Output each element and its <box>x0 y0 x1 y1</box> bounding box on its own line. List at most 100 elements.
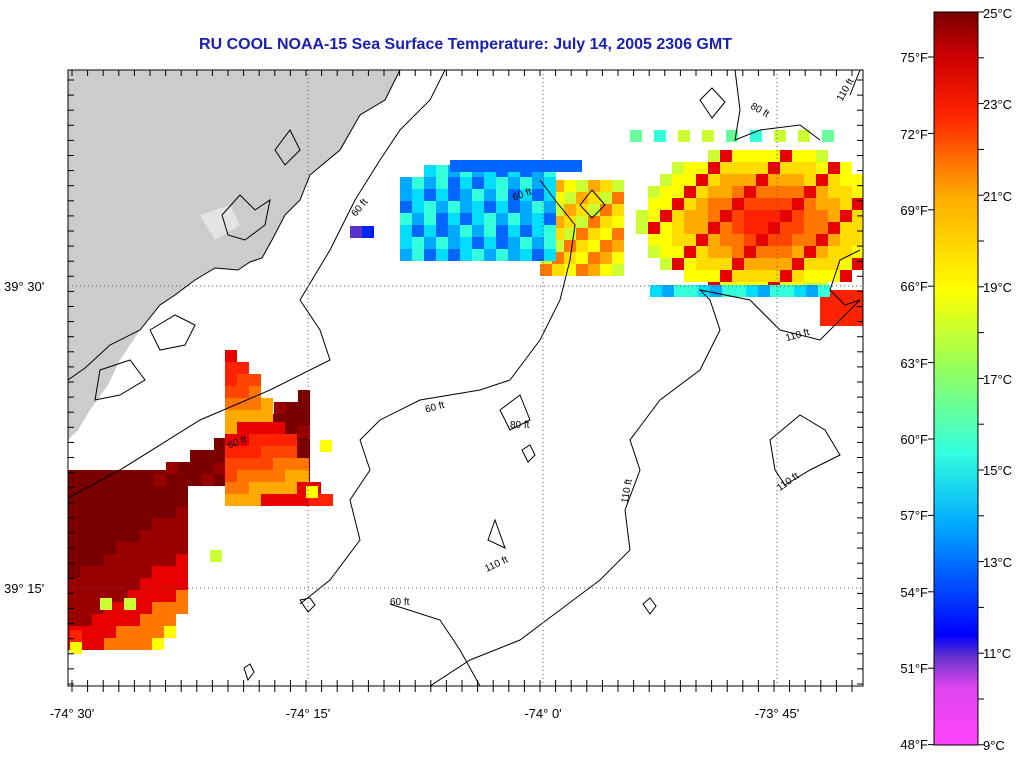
sst-pixel <box>768 162 780 174</box>
sst-pixel <box>520 237 532 249</box>
sst-pixel <box>710 285 722 297</box>
sst-pixel <box>780 210 792 222</box>
sst-pixel <box>816 210 828 222</box>
sst-pixel <box>128 482 140 494</box>
sst-pixel <box>662 285 674 297</box>
sst-pixel <box>696 186 708 198</box>
sst-pixel <box>840 270 852 282</box>
sst-pixel <box>80 554 92 566</box>
sst-pixel <box>140 626 152 638</box>
sst-pixel <box>412 249 424 261</box>
sst-pixel <box>746 285 758 297</box>
sst-pixel <box>164 554 176 566</box>
sst-pixel <box>80 626 92 638</box>
sst-pixel <box>744 270 756 282</box>
contour-label: 110 ft <box>784 327 811 344</box>
sst-pixel <box>708 150 720 162</box>
sst-pixel <box>822 130 834 142</box>
sst-pixel <box>672 246 684 258</box>
sst-pixel <box>820 302 832 314</box>
sst-pixel <box>261 410 273 422</box>
sst-pixel <box>249 434 261 446</box>
sst-pixel <box>612 240 624 252</box>
sst-pixel <box>80 590 92 602</box>
sst-pixel <box>436 237 448 249</box>
sst-pixel <box>286 402 298 414</box>
sst-pixel <box>448 189 460 201</box>
sst-pixel <box>152 638 164 650</box>
sst-pixel <box>780 246 792 258</box>
sst-pixel <box>672 186 684 198</box>
sst-pixel <box>660 210 672 222</box>
sst-pixel <box>708 246 720 258</box>
sst-pixel <box>68 518 80 530</box>
sst-pixel <box>852 174 863 186</box>
sst-pixel <box>828 234 840 246</box>
sst-pixel <box>684 246 696 258</box>
sst-pixel <box>285 434 297 446</box>
contour-label: 60 ft <box>424 400 446 416</box>
sst-pixel <box>840 246 852 258</box>
sst-pixel <box>273 422 285 434</box>
sst-pixel <box>225 482 237 494</box>
sst-pixel <box>436 165 448 177</box>
sst-pixel <box>600 264 612 276</box>
sst-pixel <box>484 237 496 249</box>
sst-pixel <box>840 174 852 186</box>
sst-pixel <box>249 482 261 494</box>
x-tick-label: -74° 30' <box>50 706 95 721</box>
sst-pixel <box>732 150 744 162</box>
sst-pixel <box>164 566 176 578</box>
sst-pixel <box>225 350 237 362</box>
sst-pixel <box>722 285 734 297</box>
sst-pixel <box>840 222 852 234</box>
sst-pixel <box>124 598 136 610</box>
sst-pixel <box>708 270 720 282</box>
sst-pixel <box>80 578 92 590</box>
colorbar-f-label: 72°F <box>900 127 928 142</box>
sst-pixel <box>510 160 522 172</box>
sst-pixel <box>249 470 261 482</box>
sst-pixel <box>237 386 249 398</box>
sst-pixel <box>412 189 424 201</box>
sst-pixel <box>816 234 828 246</box>
sst-pixel <box>214 462 226 474</box>
sst-pixel <box>696 234 708 246</box>
sst-pixel <box>92 626 104 638</box>
sst-pixel <box>80 614 92 626</box>
sst-pixel <box>534 160 546 172</box>
sst-pixel <box>770 285 782 297</box>
sst-pixel <box>734 285 746 297</box>
sst-pixel <box>684 162 696 174</box>
sst-pixel <box>152 602 164 614</box>
sst-pixel <box>552 264 564 276</box>
sst-pixel <box>237 494 249 506</box>
sst-pixel <box>225 494 237 506</box>
sst-pixel <box>508 213 520 225</box>
sst-pixel <box>400 237 412 249</box>
sst-pixel <box>792 210 804 222</box>
colorbar-c-label: 11°C <box>983 646 1011 661</box>
sst-pixel <box>708 222 720 234</box>
contour-label: 110 ft <box>483 554 510 574</box>
map-title: RU COOL NOAA-15 Sea Surface Temperature:… <box>199 36 732 53</box>
sst-pixel <box>672 222 684 234</box>
sst-pixel <box>225 446 237 458</box>
sst-pixel <box>176 578 188 590</box>
sst-pixel <box>768 222 780 234</box>
sst-pixel <box>768 246 780 258</box>
sst-pixel <box>576 264 588 276</box>
sst-pixel <box>140 506 152 518</box>
sst-pixel <box>520 249 532 261</box>
sst-pixel <box>588 228 600 240</box>
sst-pixel <box>472 177 484 189</box>
sst-pixel <box>152 578 164 590</box>
sst-pixel <box>164 494 176 506</box>
sst-pixel <box>104 530 116 542</box>
sst-pixel <box>564 216 576 228</box>
sst-pixel <box>176 542 188 554</box>
sst-pixel <box>448 237 460 249</box>
sst-pixel <box>648 186 660 198</box>
sst-pixel <box>756 150 768 162</box>
contour-label: 80 ft <box>748 101 771 120</box>
